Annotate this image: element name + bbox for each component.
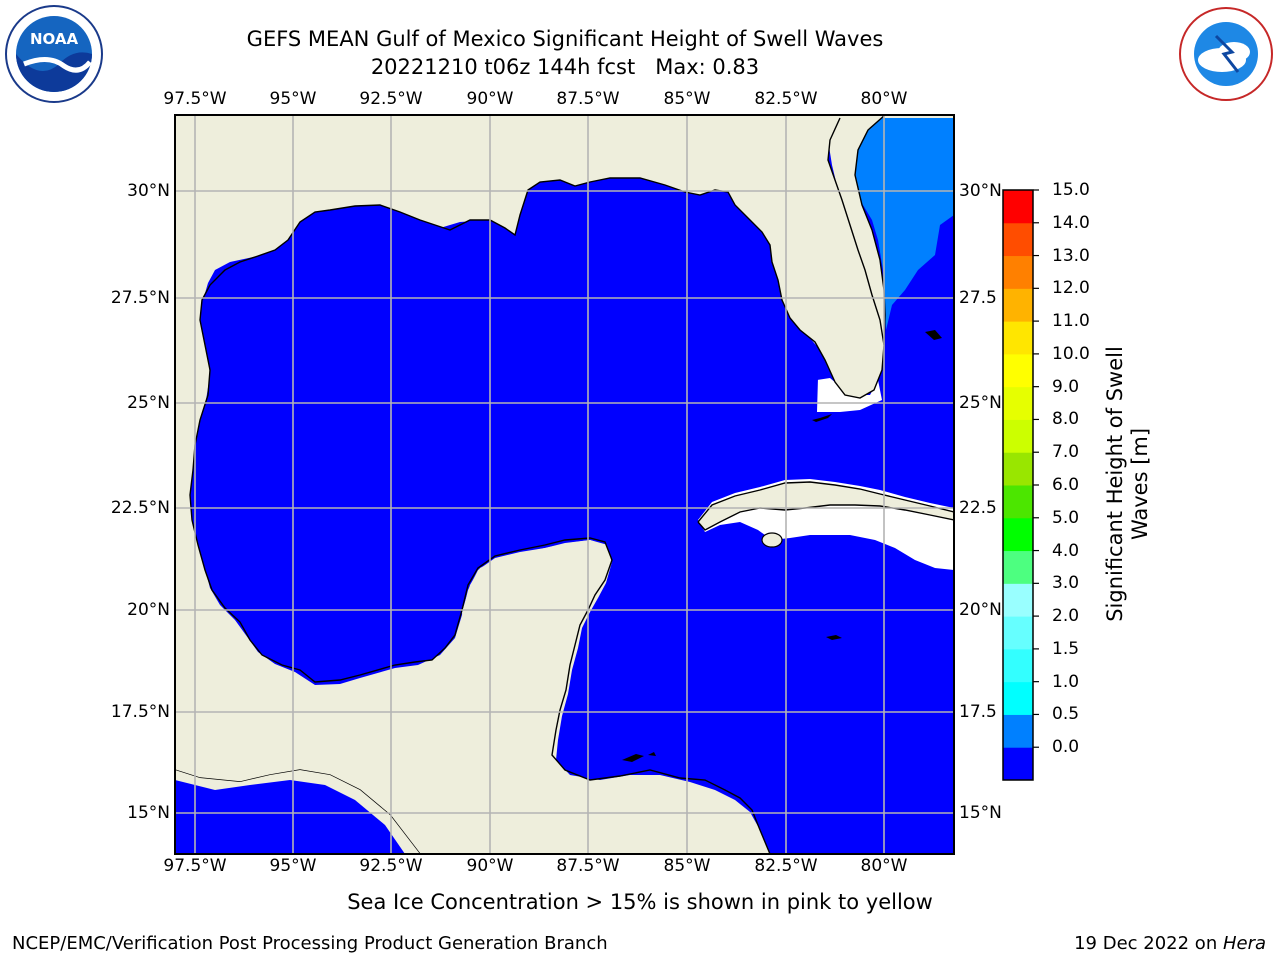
lon-label-bottom: 92.5°W [359,856,423,876]
lat-label-left: 30°N [127,181,170,201]
colorbar-tick-label: 4.0 [1052,540,1080,561]
colorbar-tick-label: 6.0 [1052,475,1080,495]
noaa-logo: NOAA [5,5,103,103]
colorbar-segment [1003,550,1033,584]
colorbar-tick-label: 9.0 [1052,376,1080,397]
lon-label-top: 97.5°W [163,89,227,109]
lon-label-top: 90°W [466,89,514,109]
colorbar-tick-label: 14.0 [1052,212,1090,233]
colorbar-tick-label: 11.0 [1052,311,1090,332]
footer-date: 19 Dec 2022 on Hera [1074,933,1266,954]
colorbar-segment [1003,288,1033,322]
lon-label-top: 92.5°W [359,89,423,109]
swell-0.5-1.0-region [853,115,954,330]
colorbar-segment [1003,583,1033,617]
coastline [189,117,885,854]
florida-peninsula [760,115,954,398]
lat-label-right: 17.5 [959,702,997,722]
colorbar-tick-label: 0.5 [1052,704,1080,725]
colorbar-title-line2: Waves [m] [1128,427,1152,541]
lon-label-bottom: 90°W [466,856,514,876]
colorbar-tick-label: 1.5 [1052,638,1080,659]
colorbar-tick-label: 13.0 [1052,245,1090,266]
lat-label-left: 27.5°N [110,288,170,308]
footer-host: Hera [1222,933,1266,954]
colorbar-title: Significant Height of Swell Waves [m] [1103,346,1153,622]
nws-logo [1179,7,1273,101]
colorbar-segment [1003,648,1033,683]
colorbar-segment [1003,714,1033,748]
colorbar-tick-label: 0.0 [1052,737,1080,758]
lon-label-bottom: 80°W [860,856,908,876]
sea-ice-note: Sea Ice Concentration > 15% is shown in … [347,890,933,914]
colorbar-segment [1003,485,1033,519]
colorbar-segment [1003,616,1033,650]
lat-label-right: 20°N [959,600,1002,620]
lon-label-bottom: 97.5°W [163,856,227,876]
lon-label-top: 82.5°W [754,89,818,109]
noaa-logo-text: NOAA [30,30,79,48]
footer-credit: NCEP/EMC/Verification Post Processing Pr… [12,933,608,954]
colorbar-tick-label: 1.0 [1052,671,1080,692]
colorbar-segment [1003,190,1033,224]
colorbar-tick-label: 10.0 [1052,343,1090,364]
lat-label-left: 22.5°N [110,498,170,518]
lon-label-bottom: 82.5°W [754,856,818,876]
chart-title: GEFS MEAN Gulf of Mexico Significant Hei… [246,27,884,51]
cuba [698,482,954,530]
colorbar-tick-label: 5.0 [1052,507,1080,528]
map-frame [174,114,955,855]
colorbar-title-line1: Significant Height of Swell [1103,346,1127,622]
colorbar-segment [1003,747,1033,781]
colorbar-tick-label: 15.0 [1052,180,1090,200]
colorbar-segment [1003,386,1033,420]
lon-label-bottom: 87.5°W [556,856,620,876]
lon-label-top: 85°W [663,89,711,109]
colorbar-segment [1003,681,1033,715]
lon-label-top: 95°W [269,89,317,109]
colorbar-tick-label: 2.0 [1052,606,1080,627]
lat-label-right: 22.5 [959,498,997,518]
footer-date-text: 19 Dec 2022 on [1074,933,1223,954]
lon-label-bottom: 85°W [663,856,711,876]
lat-label-left: 25°N [127,393,170,413]
colorbar-tick-label: 7.0 [1052,442,1080,463]
colorbar-tick-label: 12.0 [1052,278,1090,299]
lat-label-right: 30°N [959,181,1002,201]
lat-label-left: 17.5°N [110,702,170,722]
lon-label-top: 87.5°W [556,89,620,109]
colorbar-tick-label: 3.0 [1052,573,1080,594]
lat-label-left: 20°N [127,600,170,620]
colorbar-segment [1003,353,1033,388]
colorbar-segment [1003,419,1033,453]
lat-label-right: 27.5 [959,288,997,308]
colorbar-segment [1003,255,1033,289]
lat-label-right: 25°N [959,393,1002,413]
graticule [175,115,954,854]
lon-label-top: 80°W [860,89,908,109]
colorbar-segment [1003,321,1033,355]
lon-label-bottom: 95°W [269,856,317,876]
colorbar-segment [1003,222,1033,257]
lat-label-left: 15°N [127,803,170,823]
chart-subtitle: 20221210 t06z 144h fcst Max: 0.83 [370,55,760,79]
lat-label-right: 15°N [959,803,1002,823]
colorbar-segment [1003,452,1033,486]
colorbar-segment [1003,517,1033,552]
colorbar-tick-label: 8.0 [1052,409,1080,430]
colorbar [1002,189,1039,781]
